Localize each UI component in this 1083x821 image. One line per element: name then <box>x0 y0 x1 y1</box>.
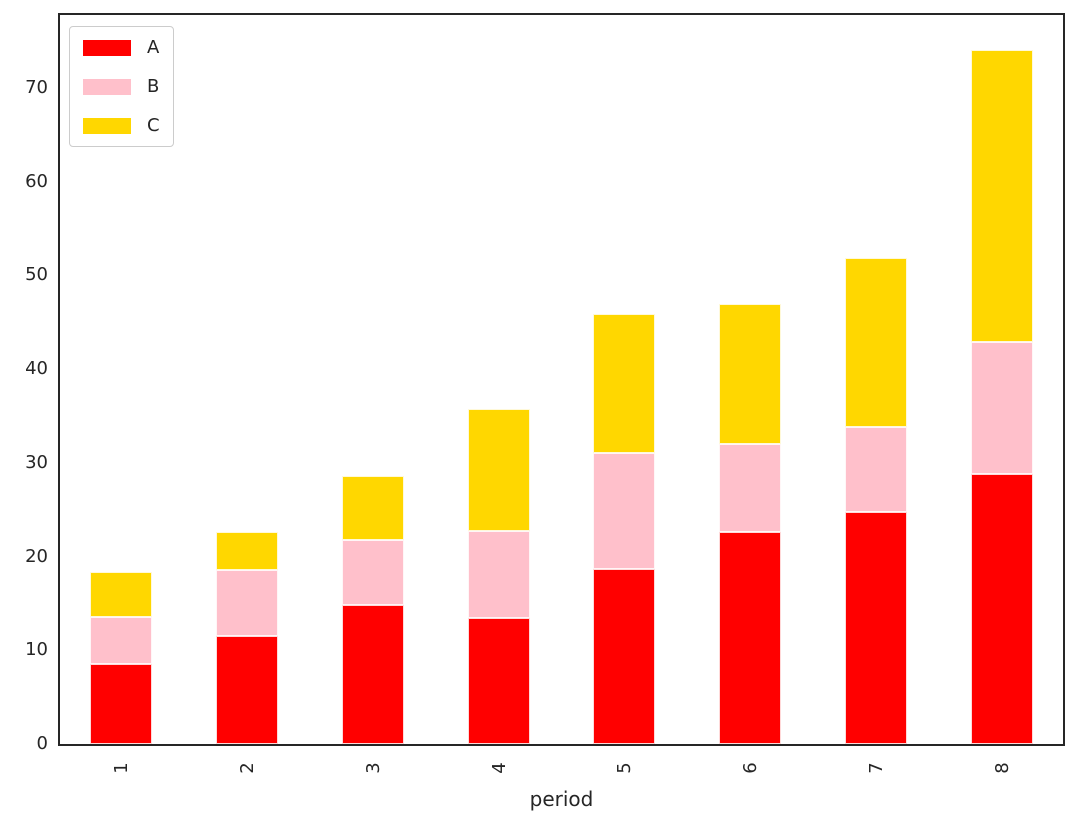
y-tick-label-40: 40 <box>25 358 48 380</box>
y-tick-label-60: 60 <box>25 170 48 192</box>
bar-segment-b-period-2 <box>215 569 278 637</box>
y-tick-label-70: 70 <box>25 76 48 98</box>
bar-segment-c-period-7 <box>845 257 908 428</box>
bar-segment-c-period-5 <box>593 313 656 454</box>
bar-segment-a-period-8 <box>971 474 1034 744</box>
legend-item-b: B <box>83 76 160 97</box>
bar-segment-b-period-6 <box>719 444 782 533</box>
bar-segment-c-period-6 <box>719 304 782 445</box>
legend-label-b: B <box>147 76 160 97</box>
bar-segment-b-period-4 <box>467 531 530 619</box>
legend: A B C <box>69 26 174 147</box>
bar-segment-c-period-1 <box>89 571 152 618</box>
y-tick-label-30: 30 <box>25 451 48 473</box>
y-tick-label-10: 10 <box>25 639 48 661</box>
plot-area <box>58 13 1065 746</box>
bar-segment-a-period-3 <box>341 605 404 744</box>
bar-segment-c-period-3 <box>341 475 404 540</box>
bar-segment-a-period-4 <box>467 618 530 744</box>
bar-segment-c-period-2 <box>215 532 278 570</box>
bar-segment-b-period-8 <box>971 341 1034 475</box>
legend-label-c: C <box>147 115 160 136</box>
x-tick-label-1: 1 <box>110 762 132 774</box>
legend-swatch-a <box>83 39 131 56</box>
legend-swatch-c <box>83 117 131 134</box>
y-tick-label-50: 50 <box>25 264 48 286</box>
x-tick-label-2: 2 <box>236 762 258 774</box>
x-tick-label-8: 8 <box>991 762 1013 774</box>
y-tick-label-20: 20 <box>25 545 48 567</box>
legend-label-a: A <box>147 37 160 58</box>
bar-segment-c-period-8 <box>971 50 1034 342</box>
bar-segment-b-period-7 <box>845 427 908 512</box>
bar-segment-c-period-4 <box>467 409 530 532</box>
x-tick-label-6: 6 <box>739 762 761 774</box>
x-tick-label-3: 3 <box>362 762 384 774</box>
bar-segment-a-period-1 <box>89 664 152 744</box>
x-tick-label-5: 5 <box>613 762 635 774</box>
bar-segment-b-period-5 <box>593 453 656 569</box>
legend-item-a: A <box>83 37 160 58</box>
bar-segment-a-period-6 <box>719 532 782 744</box>
bar-segment-a-period-2 <box>215 636 278 744</box>
bar-segment-b-period-3 <box>341 539 404 606</box>
x-tick-label-7: 7 <box>865 762 887 774</box>
x-axis-title: period <box>529 787 594 811</box>
y-tick-label-0: 0 <box>36 733 48 754</box>
bar-segment-a-period-7 <box>845 511 908 744</box>
x-tick-label-4: 4 <box>488 762 510 774</box>
legend-swatch-b <box>83 78 131 95</box>
bar-segment-b-period-1 <box>89 617 152 665</box>
bar-segment-a-period-5 <box>593 568 656 744</box>
legend-item-c: C <box>83 115 160 136</box>
